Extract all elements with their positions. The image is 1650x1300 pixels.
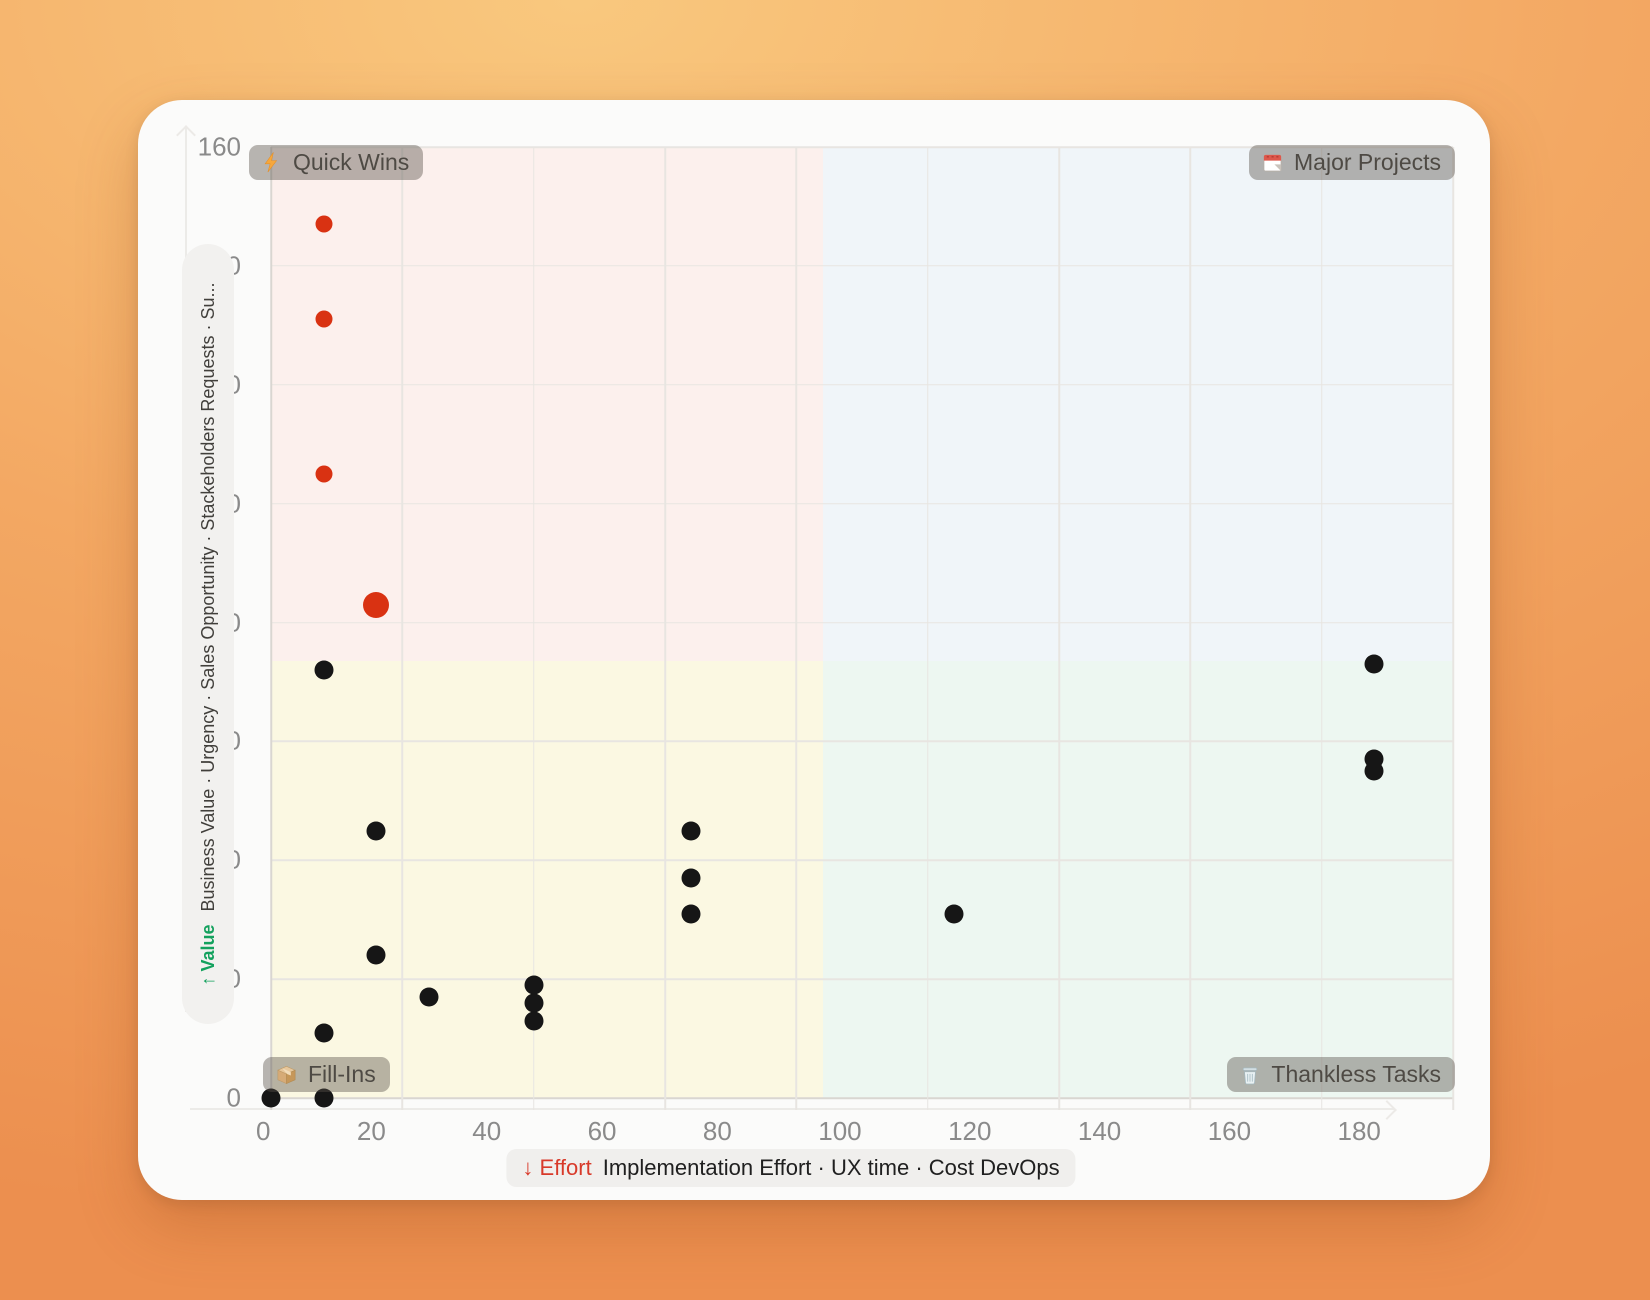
x-tick-label: 40 [472, 1116, 502, 1146]
x-axis-title-text: Implementation Effort · UX time · Cost D… [602, 1155, 1060, 1180]
data-point[interactable] [363, 591, 390, 618]
data-point[interactable] [944, 904, 964, 924]
data-point[interactable] [315, 215, 333, 233]
data-point[interactable] [314, 1023, 334, 1043]
x-tick-label: 160 [1207, 1116, 1252, 1146]
quadrant-top-right-bg [822, 147, 1453, 662]
x-tick-label: 180 [1337, 1116, 1381, 1146]
data-point[interactable] [524, 975, 544, 995]
x-tick-label: 120 [948, 1116, 992, 1146]
data-point[interactable] [315, 465, 333, 483]
x-tick-label: 20 [356, 1116, 386, 1146]
data-point[interactable] [1364, 761, 1384, 781]
gridline-horizontal [271, 502, 1453, 505]
chart-card: Quick Wins Major Projects [138, 100, 1490, 1200]
y-tick-label: 0 [226, 1082, 241, 1113]
gridline-horizontal [271, 978, 1453, 980]
data-point[interactable] [1364, 654, 1384, 674]
gridline-vertical [926, 147, 929, 1110]
quadrant-top-left-bg [271, 147, 823, 662]
y-tick-label: 160 [197, 131, 241, 162]
data-point[interactable] [524, 993, 544, 1013]
gridline-vertical [1320, 147, 1323, 1110]
y-axis-title: ↑ Value Business Value · Urgency · Sales… [182, 244, 234, 1024]
x-axis-title: ↓ Effort Implementation Effort · UX time… [506, 1149, 1076, 1187]
gridline-vertical [532, 147, 535, 1110]
calendar-icon [1261, 151, 1284, 174]
data-point[interactable] [366, 821, 386, 841]
gridline-vertical [1058, 147, 1060, 1110]
quadrant-bottom-right-bg [822, 661, 1453, 1098]
x-axis-arrow [190, 1108, 1395, 1110]
quadrant-label-major-projects: Major Projects [1249, 145, 1455, 180]
data-point[interactable] [314, 660, 334, 680]
quadrant-label-thankless-tasks: Thankless Tasks [1227, 1057, 1455, 1092]
data-point[interactable] [419, 987, 439, 1007]
data-point[interactable] [261, 1088, 281, 1108]
x-tick-label: 60 [587, 1116, 617, 1146]
trash-icon [1239, 1063, 1261, 1086]
x-tick-label: 80 [702, 1116, 732, 1146]
gridline-horizontal [271, 740, 1453, 743]
quadrant-label-text: Major Projects [1294, 149, 1441, 175]
x-axis-accent: ↓ Effort [522, 1155, 592, 1180]
gridline-horizontal [271, 265, 1453, 267]
zap-icon [261, 150, 283, 174]
package-icon [275, 1063, 298, 1086]
data-point[interactable] [524, 1011, 544, 1031]
quadrant-label-text: Quick Wins [293, 149, 410, 175]
quadrant-label-text: Thankless Tasks [1271, 1061, 1441, 1087]
data-point[interactable] [681, 904, 701, 924]
gridline-vertical [1189, 147, 1192, 1110]
data-point[interactable] [681, 868, 701, 888]
quadrant-bottom-left-bg [271, 661, 823, 1098]
gridline-horizontal [271, 146, 1453, 148]
gridline-horizontal [271, 1097, 1453, 1099]
quadrant-label-quick-wins: Quick Wins [249, 145, 424, 180]
gridline-vertical [795, 147, 798, 1110]
gridline-vertical [270, 147, 272, 1110]
x-tick-label: 140 [1077, 1116, 1122, 1146]
quadrant-label-fill-ins: Fill-Ins [263, 1057, 390, 1092]
x-tick-labels: 0 20 40 60 80 100 120 140 160 180 [256, 1116, 1381, 1147]
plot-area: Quick Wins Major Projects [182, 127, 1455, 1187]
gridline-vertical [401, 147, 404, 1110]
gridline-horizontal [271, 859, 1453, 861]
gridline-horizontal [271, 384, 1453, 386]
gridline-vertical [1452, 147, 1454, 1110]
gridline-vertical [664, 147, 666, 1110]
y-axis-title-text: Business Value · Urgency · Sales Opportu… [197, 282, 218, 912]
data-point[interactable] [366, 945, 386, 965]
data-point[interactable] [681, 821, 701, 841]
x-tick-label: 100 [818, 1116, 862, 1146]
gridline-horizontal [271, 621, 1453, 624]
data-point[interactable] [315, 310, 333, 328]
y-axis-accent: ↑ Value [197, 924, 218, 986]
data-point[interactable] [314, 1088, 334, 1108]
quadrant-label-text: Fill-Ins [308, 1061, 376, 1087]
x-tick-label: 0 [256, 1116, 271, 1146]
